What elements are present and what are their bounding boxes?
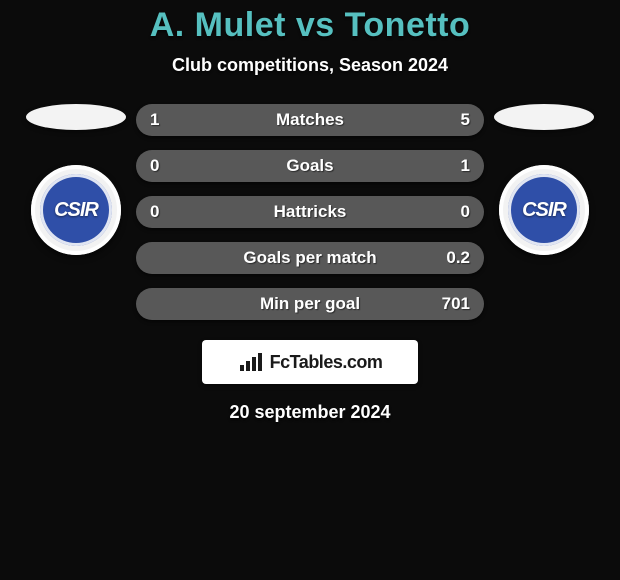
club-badge-right: CSIR <box>499 165 589 255</box>
left-column: CSIR <box>16 104 136 255</box>
stat-label: Min per goal <box>190 294 430 314</box>
stat-row-hattricks: 0 Hattricks 0 <box>136 196 484 228</box>
stat-right-value: 5 <box>430 110 470 130</box>
stat-right-value: 701 <box>430 294 470 314</box>
source-logo: FcTables.com <box>202 340 418 384</box>
page-title: A. Mulet vs Tonetto <box>150 6 471 45</box>
date-line: 20 september 2024 <box>229 402 390 423</box>
stats-column: 1 Matches 5 0 Goals 1 0 Hattricks 0 Goal… <box>136 104 484 320</box>
stat-left-value: 0 <box>150 156 190 176</box>
stat-right-value: 0.2 <box>430 248 470 268</box>
stat-row-goals-per-match: Goals per match 0.2 <box>136 242 484 274</box>
player-left-avatar <box>26 104 126 130</box>
club-initials-left: CSIR <box>54 199 98 222</box>
stat-left-value: 0 <box>150 202 190 222</box>
stat-right-value: 0 <box>430 202 470 222</box>
stat-label: Goals per match <box>190 248 430 268</box>
stat-right-value: 1 <box>430 156 470 176</box>
club-badge-right-inner: CSIR <box>508 174 580 246</box>
source-logo-text: FcTables.com <box>270 352 383 373</box>
comparison-card: A. Mulet vs Tonetto Club competitions, S… <box>0 0 620 580</box>
stat-left-value: 1 <box>150 110 190 130</box>
club-initials-right: CSIR <box>522 199 566 222</box>
stat-label: Matches <box>190 110 430 130</box>
subtitle: Club competitions, Season 2024 <box>172 55 448 76</box>
club-badge-left-inner: CSIR <box>40 174 112 246</box>
club-badge-left: CSIR <box>31 165 121 255</box>
stat-row-min-per-goal: Min per goal 701 <box>136 288 484 320</box>
stat-row-matches: 1 Matches 5 <box>136 104 484 136</box>
stat-label: Goals <box>190 156 430 176</box>
player-right-avatar <box>494 104 594 130</box>
content-row: CSIR 1 Matches 5 0 Goals 1 0 Hattricks 0 <box>0 104 620 320</box>
stat-row-goals: 0 Goals 1 <box>136 150 484 182</box>
right-column: CSIR <box>484 104 604 255</box>
bar-chart-icon <box>238 351 264 373</box>
stat-label: Hattricks <box>190 202 430 222</box>
